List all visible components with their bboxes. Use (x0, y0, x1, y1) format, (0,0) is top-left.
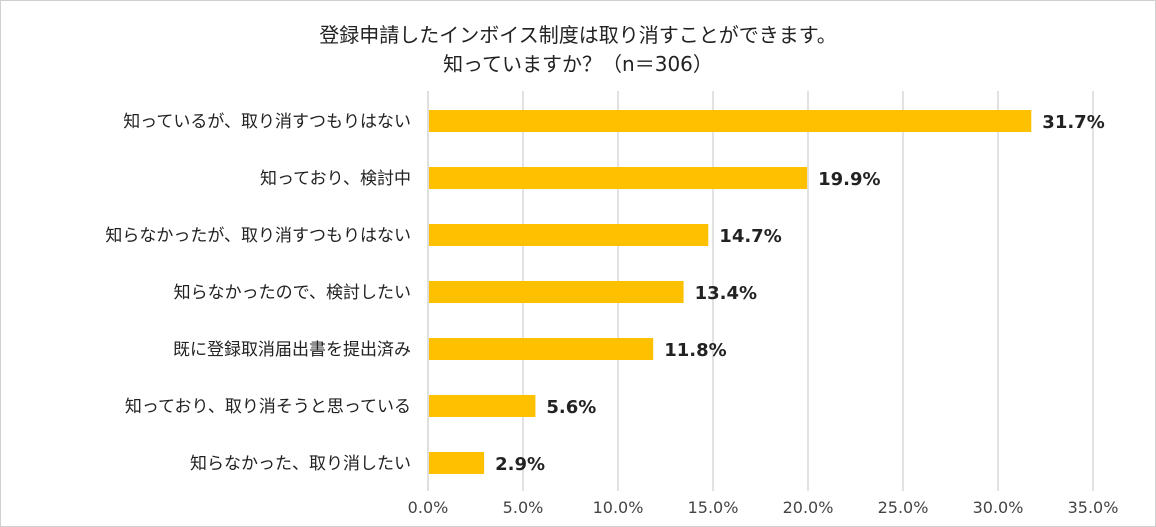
bar (429, 224, 709, 246)
x-tick-label: 20.0% (783, 498, 834, 517)
chart-title-line-2: 知っていますか？（n＝306） (443, 52, 713, 76)
bar (429, 281, 684, 303)
data-label: 19.9% (818, 169, 880, 190)
bar (429, 110, 1032, 132)
category-labels: 知っているが、取り消すつもりはない知っており、検討中知らなかったが、取り消すつも… (105, 112, 411, 474)
data-label: 13.4% (695, 283, 757, 304)
category-label: 既に登録取消届出書を提出済み (173, 340, 411, 360)
x-tick-label: 30.0% (973, 498, 1024, 517)
bar (429, 167, 808, 189)
category-label: 知っており、検討中 (260, 169, 411, 189)
bar (429, 452, 485, 474)
x-tick-label: 15.0% (688, 498, 739, 517)
category-label: 知っているが、取り消すつもりはない (123, 112, 411, 132)
chart-title: 登録申請したインボイス制度は取り消すことができます。 知っていますか？（n＝30… (319, 23, 836, 76)
category-label: 知らなかったので、検討したい (174, 283, 411, 303)
data-label: 2.9% (495, 454, 545, 475)
data-label: 14.7% (719, 226, 781, 247)
data-label: 5.6% (546, 397, 596, 418)
x-tick-label: 5.0% (503, 498, 544, 517)
category-label: 知らなかった、取り消したい (190, 454, 411, 474)
bar (429, 395, 536, 417)
x-tick-label: 10.0% (593, 498, 644, 517)
bar (429, 338, 654, 360)
category-label: 知っており、取り消そうと思っている (125, 397, 411, 417)
data-label: 11.8% (664, 340, 726, 361)
x-tick-label: 35.0% (1068, 498, 1119, 517)
data-label: 31.7% (1042, 112, 1104, 133)
x-tick-label: 25.0% (878, 498, 929, 517)
category-label: 知らなかったが、取り消すつもりはない (105, 226, 411, 246)
x-axis-tick-labels: 0.0% 5.0% 10.0% 15.0% 20.0% 25.0% 30.0% 35.0% (408, 498, 1119, 517)
x-tick-label: 0.0% (408, 498, 449, 517)
chart-title-line-1: 登録申請したインボイス制度は取り消すことができます。 (319, 23, 836, 47)
bars (429, 110, 1032, 474)
value-labels: 31.7% 19.9% 14.7% 13.4% 11.8% 5.6% 2.9% (495, 112, 1105, 475)
